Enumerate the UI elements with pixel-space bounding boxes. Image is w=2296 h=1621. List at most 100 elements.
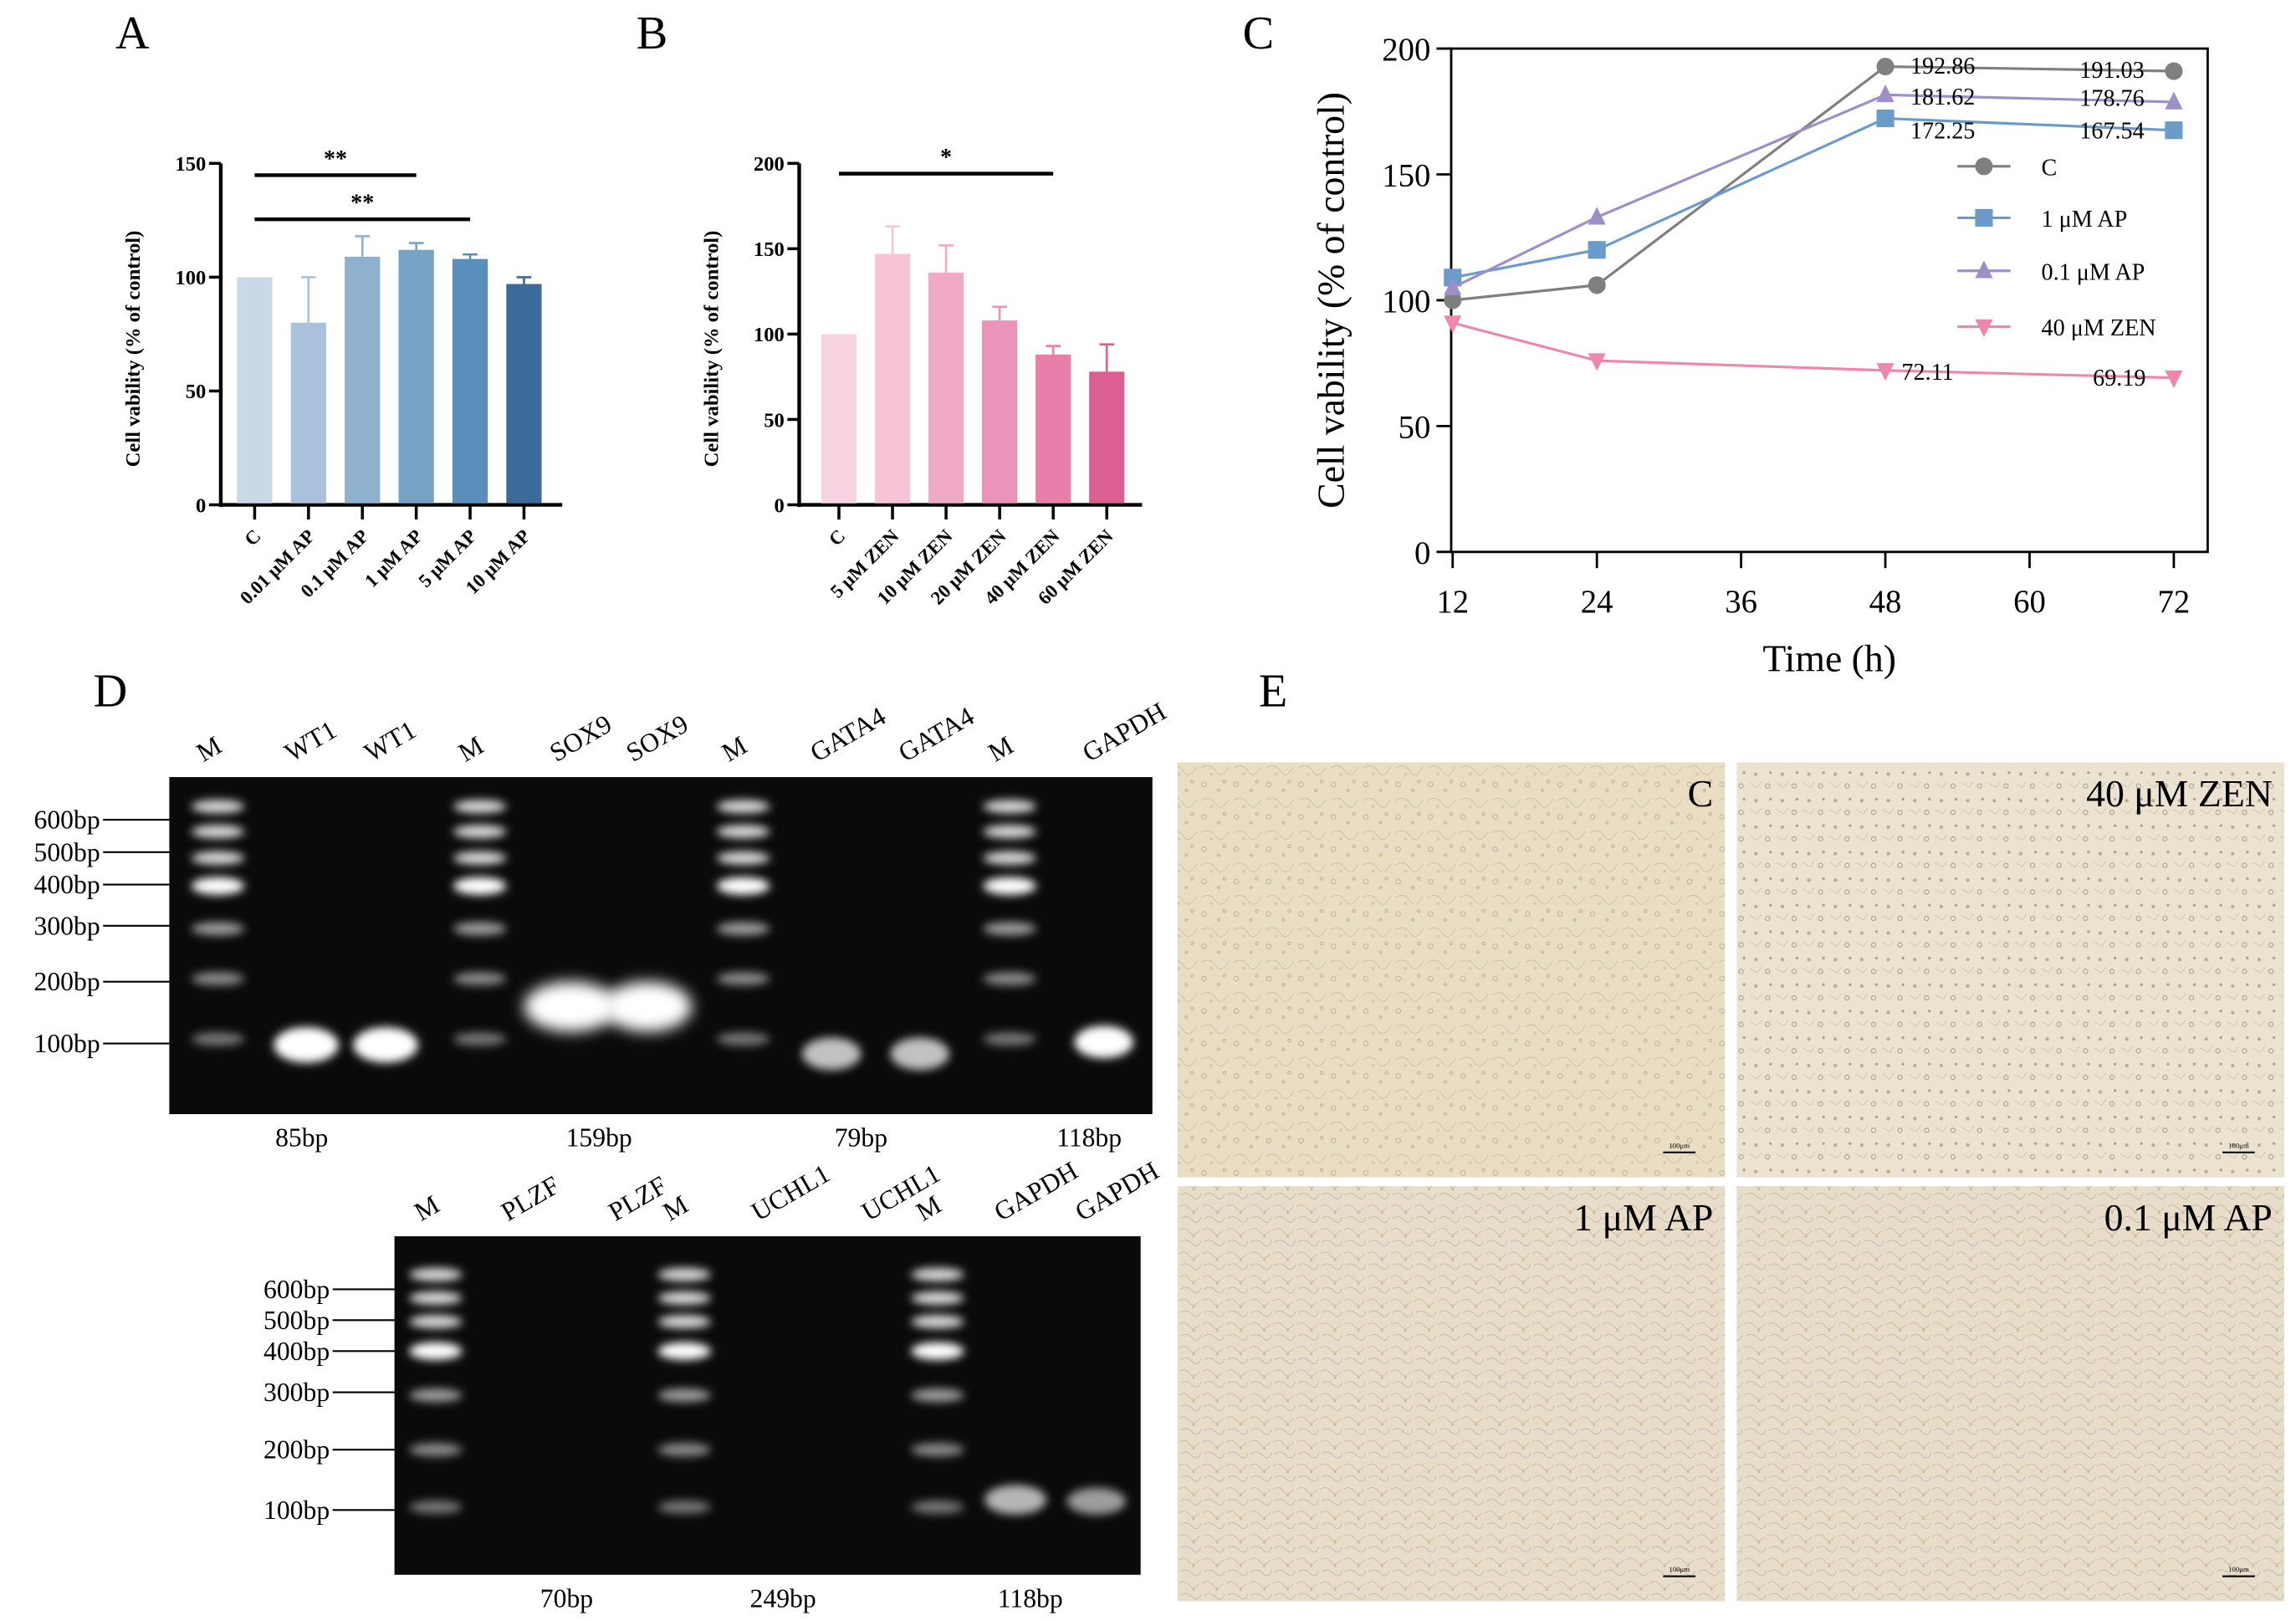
panel-label: A [115, 8, 150, 59]
lane-label: GATA4 [893, 701, 979, 767]
lane-label: M [192, 730, 227, 767]
product-band [603, 981, 693, 1032]
bar [345, 256, 381, 504]
product-band [801, 1037, 862, 1071]
ladder-band [453, 922, 507, 936]
lane-label: M [409, 1189, 444, 1226]
series-3 [1444, 315, 2183, 388]
lane-label: GAPDH [989, 1156, 1083, 1227]
ladder-band [716, 851, 770, 865]
y-tick-label: 50 [186, 381, 207, 403]
y-tick-label: 100 [754, 324, 785, 346]
data-label: 192.86 [1910, 54, 1975, 79]
bar-chart-B: 0 50 100 150 200 Cell vability (% of control)… [701, 145, 1143, 609]
bar [452, 258, 488, 504]
product-size-label: 118bp [998, 1583, 1063, 1613]
panel-label: B [637, 8, 668, 59]
marker-label: 500bp [34, 837, 100, 867]
scale-bar-label: 100μm [1669, 1141, 1690, 1149]
series-line [1452, 93, 2174, 289]
ladder-band [453, 800, 507, 814]
micrograph-label: 0.1 μM AP [2104, 1196, 2273, 1239]
ladder-band [657, 1342, 711, 1360]
bar [928, 272, 964, 504]
lane-label: M [984, 730, 1019, 767]
y-tick-label: 150 [175, 153, 206, 176]
series-1 [1444, 110, 2183, 287]
micrograph-image [1177, 1186, 1726, 1602]
ladder-band [657, 1443, 711, 1457]
bar [982, 320, 1018, 504]
product-size-label: 85bp [275, 1123, 328, 1153]
data-label: 181.62 [1910, 84, 1975, 110]
significance-label: * [940, 145, 952, 171]
lane-label: WT1 [359, 715, 421, 768]
legend-label: 0.1 μM AP [2042, 259, 2145, 285]
lane-label: SOX9 [621, 709, 693, 768]
ladder-band [409, 1342, 463, 1360]
ladder-band [716, 972, 770, 986]
data-label: 172.25 [1910, 118, 1975, 144]
ladder-band [453, 877, 507, 895]
ladder-band [657, 1267, 711, 1281]
marker-triangle-down [2165, 370, 2183, 388]
bar [506, 284, 542, 504]
series-line [1452, 64, 2174, 302]
lane-label: M [717, 730, 752, 767]
legend-item: C [1957, 155, 2057, 181]
marker-label: 100bp [263, 1496, 330, 1525]
series-line [1452, 116, 2174, 279]
ladder-band [911, 1315, 964, 1329]
y-axis-label: Cell vability (% of control) [122, 231, 145, 468]
panel-label: C [1243, 8, 1275, 59]
bar [398, 249, 434, 504]
legend-label: 40 μM ZEN [2042, 315, 2156, 341]
legend-label: C [2042, 155, 2058, 181]
series-line [1452, 321, 2174, 380]
ladder-band [453, 851, 507, 865]
product-size-label: 79bp [835, 1123, 887, 1153]
marker-triangle-up [1444, 277, 1462, 295]
ladder-band [716, 922, 770, 936]
y-tick-label: 0 [775, 494, 785, 517]
x-tick-label: 36 [1725, 585, 1757, 620]
ladder-band [716, 1032, 770, 1046]
ladder-band [191, 877, 245, 895]
data-label: 178.76 [2079, 86, 2144, 112]
bar [874, 253, 911, 504]
marker-circle [1975, 157, 1993, 176]
panel-label: D [94, 666, 128, 718]
product-band [1074, 1025, 1133, 1059]
product-band [890, 1037, 949, 1071]
lane-label: GATA4 [805, 701, 891, 767]
line-chart-C: 0 50 100 150 200 12 24 36 48 60 72 Time (h) Cell vab… [1310, 33, 2209, 679]
x-tick-label: 72 [2158, 585, 2191, 620]
ladder-band [409, 1500, 463, 1514]
lane-label: GAPDH [1077, 697, 1171, 768]
data-label: 72.11 [1901, 360, 1953, 386]
ladder-band [409, 1267, 463, 1281]
marker-label: 600bp [263, 1275, 330, 1304]
legend-item: 1 μM AP [1957, 207, 2127, 233]
bar [821, 334, 857, 504]
marker-square [1876, 110, 1895, 128]
legend-item: 0.1 μM AP [1957, 259, 2145, 285]
micrograph-label: 40 μM ZEN [2086, 772, 2273, 815]
ladder-band [409, 1388, 463, 1402]
product-band [984, 1485, 1047, 1515]
micrograph: 1 μM AP 100μm [1177, 1186, 1726, 1602]
ladder-band [983, 877, 1036, 895]
marker-square [2165, 121, 2183, 140]
ladder-band [453, 1032, 507, 1046]
ladder-band [191, 922, 245, 936]
product-band [274, 1027, 339, 1063]
series-0 [1444, 57, 2183, 309]
x-tick-label: 60 [2013, 585, 2046, 620]
marker-circle [1588, 276, 1606, 294]
bar [290, 322, 326, 504]
y-tick-label: 150 [1382, 159, 1430, 194]
y-axis-label: Cell vability (% of control) [701, 231, 724, 468]
